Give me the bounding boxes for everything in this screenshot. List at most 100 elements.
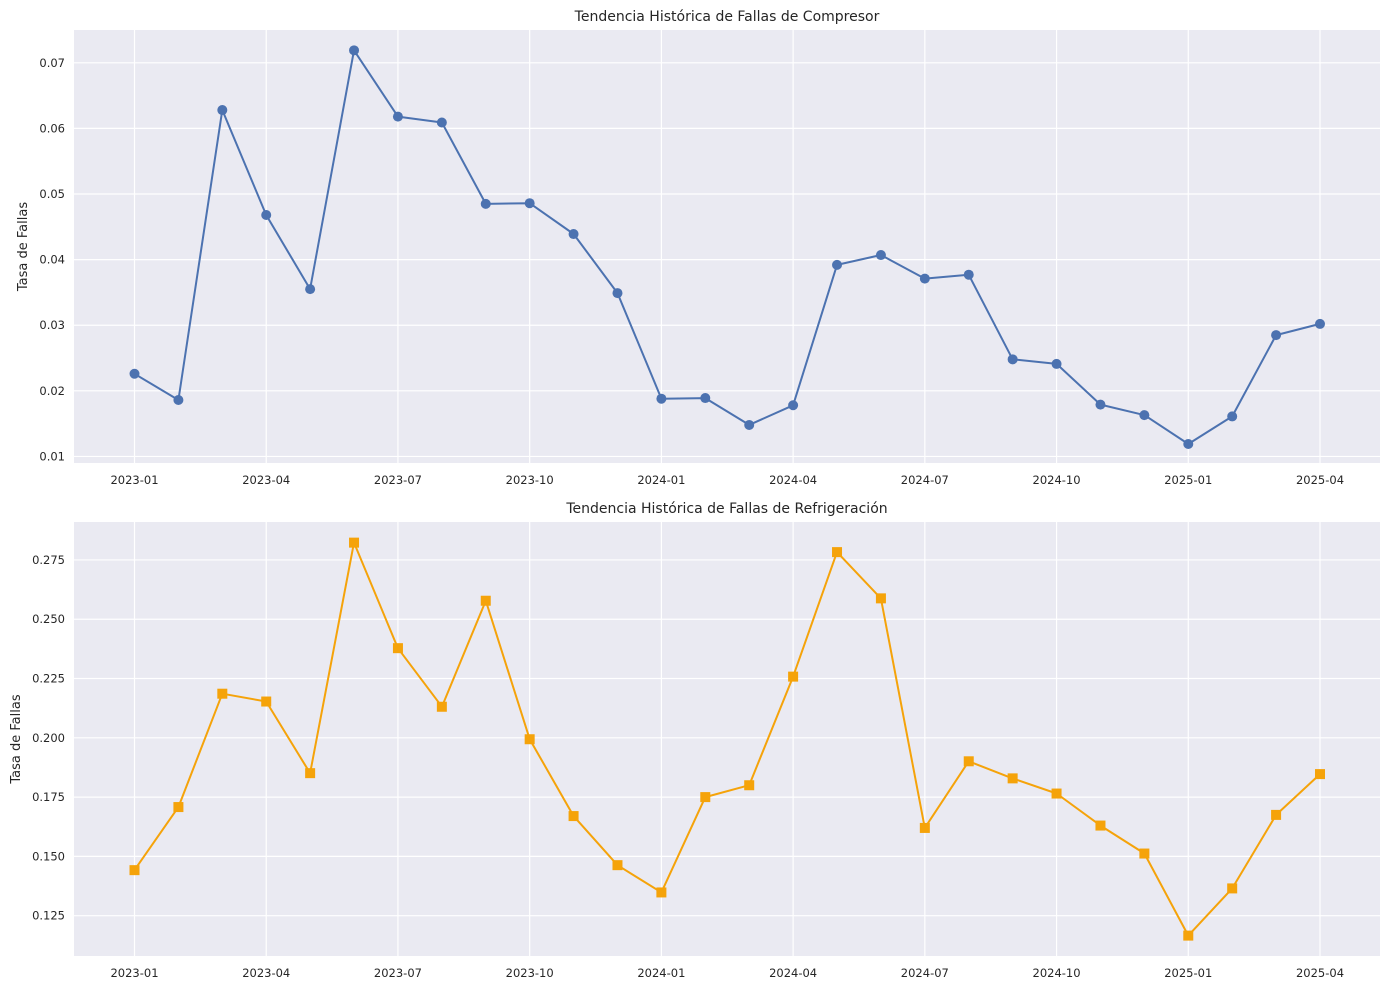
data-point <box>1007 354 1018 365</box>
data-point <box>875 593 886 604</box>
data-point <box>1271 809 1282 820</box>
x-tick-label: 2023-10 <box>506 473 554 487</box>
data-point <box>129 368 140 379</box>
y-ticks-refrigeration: 0.125 0.150 0.175 0.200 0.225 0.250 0.275 <box>32 553 65 923</box>
data-point <box>305 284 316 295</box>
x-tick-label: 2024-07 <box>901 966 949 980</box>
x-ticks-refrigeration: 2023-01 2023-04 2023-07 2023-10 2024-01 2024-… <box>110 966 1344 980</box>
y-tick-label: 0.175 <box>32 790 65 804</box>
data-point <box>173 802 184 813</box>
y-tick-label: 0.03 <box>39 318 65 332</box>
x-tick-label: 2025-04 <box>1296 966 1344 980</box>
data-point <box>173 395 184 406</box>
x-tick-label: 2024-01 <box>637 966 685 980</box>
y-tick-label: 0.02 <box>39 384 65 398</box>
data-point <box>524 734 535 745</box>
data-point <box>1095 820 1106 831</box>
x-tick-label: 2024-04 <box>769 473 817 487</box>
data-point <box>1051 788 1062 799</box>
y-tick-label: 0.01 <box>39 449 65 463</box>
series-line <box>133 541 1321 937</box>
data-point <box>349 537 360 548</box>
y-tick-label: 0.07 <box>39 56 65 70</box>
chart-title-compressor: Tendencia Histórica de Fallas de Compres… <box>574 9 880 25</box>
data-point <box>700 393 711 404</box>
data-point <box>656 887 667 898</box>
y-tick-label: 0.06 <box>39 121 65 135</box>
data-point <box>788 671 799 682</box>
x-tick-label: 2023-10 <box>506 966 554 980</box>
data-point <box>524 198 535 209</box>
x-tick-label: 2024-07 <box>901 473 949 487</box>
data-point <box>349 45 360 56</box>
data-point <box>261 210 272 221</box>
data-point <box>919 822 930 833</box>
x-tick-label: 2024-10 <box>1033 966 1081 980</box>
data-point <box>744 780 755 791</box>
data-point <box>1007 773 1018 784</box>
y-tick-label: 0.150 <box>32 849 65 863</box>
data-point <box>963 756 974 767</box>
data-point <box>436 701 447 712</box>
data-point <box>1051 358 1062 369</box>
data-point <box>129 865 140 876</box>
data-point <box>1139 848 1150 859</box>
data-point <box>1227 883 1238 894</box>
chart-title-refrigeration: Tendencia Histórica de Fallas de Refrige… <box>565 501 887 517</box>
x-tick-label: 2023-04 <box>242 473 290 487</box>
series-refrigeration <box>129 537 1325 941</box>
x-tick-label: 2023-07 <box>374 473 422 487</box>
y-tick-label: 0.05 <box>39 187 65 201</box>
refrigeration-failures-chart: 2023-01 2023-04 2023-07 2023-10 2024-01 2024-… <box>9 501 1380 980</box>
x-tick-label: 2025-01 <box>1164 966 1212 980</box>
data-point <box>392 111 403 122</box>
data-point <box>963 269 974 280</box>
data-point <box>217 688 228 699</box>
data-point <box>1315 769 1325 780</box>
x-tick-label: 2024-10 <box>1033 473 1081 487</box>
data-point <box>1183 438 1194 449</box>
series-line <box>133 49 1321 445</box>
y-ticks-compressor: 0.01 0.02 0.03 0.04 0.05 0.06 0.07 <box>39 56 65 464</box>
data-point <box>1227 411 1238 422</box>
x-tick-label: 2023-01 <box>110 473 158 487</box>
x-tick-label: 2023-04 <box>242 966 290 980</box>
y-tick-label: 0.275 <box>32 553 65 567</box>
data-point <box>568 229 579 240</box>
y-tick-label: 0.225 <box>32 672 65 686</box>
x-tick-label: 2025-01 <box>1164 473 1212 487</box>
data-point <box>700 792 711 803</box>
plot-area-refrigeration <box>74 522 1380 956</box>
x-tick-label: 2024-01 <box>637 473 685 487</box>
data-point <box>788 400 799 411</box>
data-point <box>1095 399 1106 410</box>
data-point <box>612 860 623 871</box>
x-ticks-compressor: 2023-01 2023-04 2023-07 2023-10 2024-01 2024-… <box>110 473 1344 487</box>
data-point <box>1139 410 1150 421</box>
data-point <box>305 768 316 779</box>
data-point <box>480 595 491 606</box>
data-point <box>261 696 272 707</box>
x-tick-label: 2023-01 <box>110 966 158 980</box>
data-point <box>656 393 667 404</box>
data-point <box>612 288 623 299</box>
data-point <box>919 273 930 284</box>
x-tick-label: 2023-07 <box>374 966 422 980</box>
y-tick-label: 0.200 <box>32 731 65 745</box>
y-tick-label: 0.04 <box>39 253 65 267</box>
x-tick-label: 2024-04 <box>769 966 817 980</box>
data-point <box>744 419 755 430</box>
data-point <box>1183 930 1194 941</box>
data-point <box>832 259 843 270</box>
data-point <box>217 105 228 116</box>
data-point <box>1315 318 1325 329</box>
y-tick-label: 0.125 <box>32 909 65 923</box>
data-point <box>568 811 579 822</box>
y-axis-label-refrigeration: Tasa de Fallas <box>9 694 24 784</box>
data-point <box>1271 330 1282 341</box>
plot-area-compressor <box>74 30 1380 463</box>
compressor-failures-chart: 2023-01 2023-04 2023-07 2023-10 2024-01 2024-… <box>16 9 1380 487</box>
data-point <box>832 547 843 558</box>
y-axis-label-compressor: Tasa de Fallas <box>16 202 31 292</box>
